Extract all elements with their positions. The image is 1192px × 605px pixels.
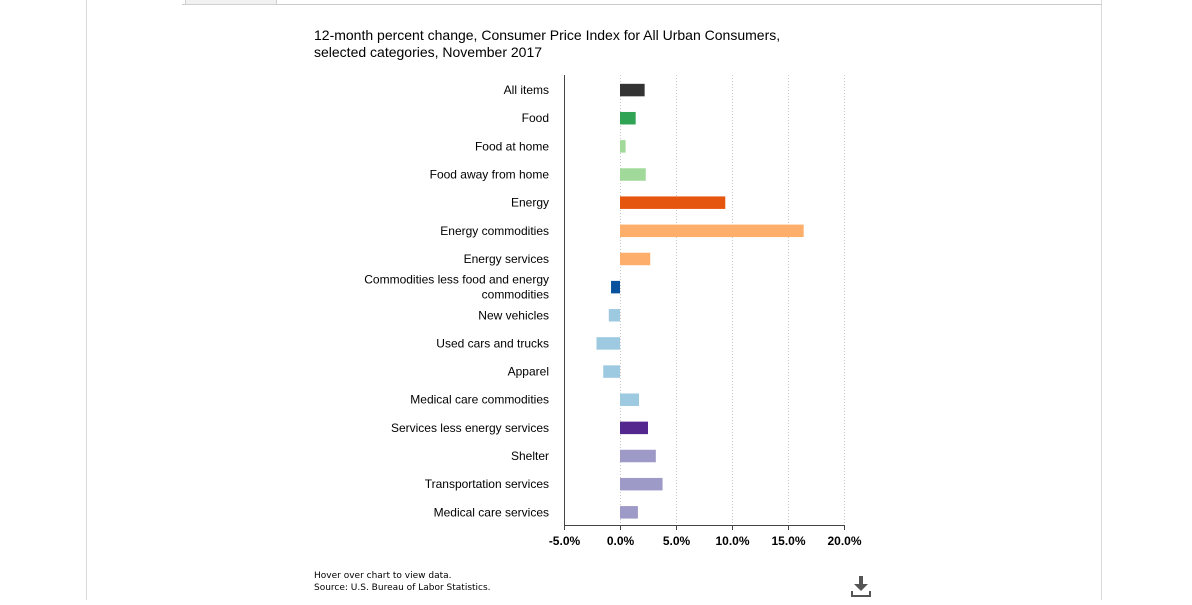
chart-footnotes: Hover over chart to view data. Source: U…	[314, 570, 491, 594]
category-label-14: Transportation services	[425, 477, 549, 491]
bar-12	[620, 421, 648, 435]
download-icon	[851, 576, 871, 597]
source-note: Source: U.S. Bureau of Labor Statistics.	[314, 583, 491, 593]
bar-4	[620, 196, 726, 209]
chart-title-line-1: 12-month percent change, Consumer Price …	[314, 27, 781, 43]
category-label-15: Medical care services	[434, 505, 549, 519]
category-label-0: All items	[504, 83, 549, 97]
bar-5	[620, 224, 804, 238]
category-label-13: Shelter	[511, 449, 549, 463]
bar-8	[608, 309, 620, 322]
category-label-10: Apparel	[508, 365, 549, 379]
bar-2	[620, 140, 626, 153]
category-label-5: Energy commodities	[440, 224, 549, 238]
chart-title: 12-month percent change, Consumer Price …	[314, 27, 834, 61]
category-label-9: Used cars and trucks	[436, 336, 549, 350]
category-label-7-line-1: commodities	[482, 288, 549, 302]
x-tick-label-4: 15.0%	[771, 534, 805, 548]
category-label-11: Medical care commodities	[410, 393, 549, 407]
bar-6	[620, 252, 651, 266]
bar-1	[620, 111, 636, 125]
bar-7	[611, 280, 620, 294]
panel-top-border	[182, 4, 1102, 5]
chart-tab[interactable]	[185, 0, 277, 5]
x-tick-label-0: -5.0%	[549, 534, 581, 548]
bar-15	[620, 506, 638, 519]
category-label-7-line-0: Commodities less food and energy	[364, 273, 549, 287]
category-label-2: Food at home	[475, 139, 549, 153]
download-button[interactable]	[848, 574, 874, 600]
category-label-4: Energy	[511, 196, 549, 210]
x-tick-label-5: 20.0%	[827, 534, 861, 548]
page-border-left	[86, 0, 87, 600]
category-label-3: Food away from home	[430, 168, 550, 182]
bar-3	[620, 168, 646, 181]
x-tick-label-3: 10.0%	[715, 534, 749, 548]
category-label-12: Services less energy services	[391, 421, 549, 435]
chart-title-line-2: selected categories, November 2017	[314, 44, 543, 60]
category-label-6: Energy services	[464, 252, 549, 266]
x-tick-label-1: 0.0%	[607, 534, 635, 548]
category-label-1: Food	[522, 111, 549, 125]
bar-10	[603, 365, 620, 378]
bar-14	[620, 477, 663, 491]
page-border-right	[1101, 0, 1102, 600]
bar-13	[620, 449, 656, 463]
bar-0	[620, 83, 645, 97]
bar-9	[596, 337, 620, 350]
category-label-8: New vehicles	[478, 308, 549, 322]
hover-note: Hover over chart to view data.	[314, 571, 452, 581]
x-tick-label-2: 5.0%	[663, 534, 691, 548]
bar-11	[620, 393, 640, 406]
